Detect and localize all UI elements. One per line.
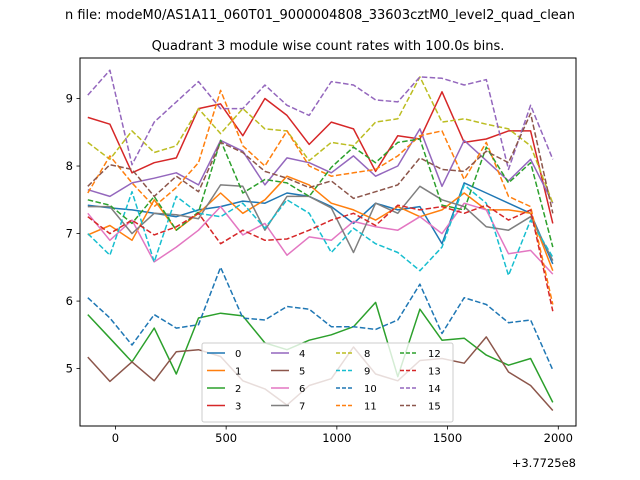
- series-line-10: [87, 266, 554, 371]
- legend-label-8: 8: [364, 349, 370, 360]
- legend-label-6: 6: [299, 384, 305, 395]
- legend-label-15: 15: [428, 402, 441, 413]
- figure-suptitle: n file: modeM0/AS1A11_060T01_9000004808_…: [65, 8, 575, 23]
- series-line-1: [87, 175, 554, 271]
- legend-label-14: 14: [428, 384, 441, 395]
- chart-title: Quadrant 3 module wise count rates with …: [152, 39, 505, 54]
- y-tick-label-5: 5: [66, 362, 73, 376]
- legend-label-4: 4: [299, 349, 305, 360]
- series-line-15: [87, 112, 554, 214]
- y-tick-label-9: 9: [66, 92, 73, 106]
- x-tick-label-1000: 1000: [322, 431, 351, 445]
- legend-label-13: 13: [428, 367, 441, 378]
- y-axis-ticks: 5 6 7 8 9: [66, 92, 80, 376]
- legend-label-0: 0: [235, 349, 241, 360]
- series-line-12: [87, 138, 554, 248]
- axes-frame: [79, 57, 577, 427]
- legend-label-12: 12: [428, 349, 441, 360]
- x-tick-label-0: 0: [112, 431, 119, 445]
- y-tick-label-6: 6: [66, 294, 73, 308]
- legend-label-1: 1: [235, 367, 241, 378]
- plot-area: 0 500 1000 1500 2000 5 6 7 8 9: [66, 57, 577, 445]
- series-line-9: [87, 184, 554, 277]
- x-tick-label-2000: 2000: [544, 431, 573, 445]
- legend-label-11: 11: [364, 402, 377, 413]
- x-axis-offset-label: +3.7725e8: [512, 456, 576, 470]
- legend-label-10: 10: [364, 384, 377, 395]
- series-line-2: [87, 301, 554, 403]
- series-line-14: [87, 69, 554, 171]
- legend-frame: [201, 342, 454, 423]
- x-axis-ticks: 0 500 1000 1500 2000: [112, 426, 573, 445]
- series-line-13: [87, 204, 554, 312]
- legend-label-5: 5: [299, 367, 305, 378]
- series-line-6: [87, 202, 554, 275]
- series-layer: [87, 69, 554, 411]
- x-tick-label-1500: 1500: [433, 431, 462, 445]
- y-tick-label-8: 8: [66, 159, 73, 173]
- series-line-4: [87, 128, 554, 204]
- legend-label-3: 3: [235, 402, 241, 413]
- x-tick-label-500: 500: [215, 431, 237, 445]
- legend-label-7: 7: [299, 402, 305, 413]
- series-line-3: [87, 91, 554, 224]
- legend-label-2: 2: [235, 384, 241, 395]
- legend-label-9: 9: [364, 367, 370, 378]
- y-tick-label-7: 7: [66, 227, 73, 241]
- series-line-8: [87, 76, 554, 204]
